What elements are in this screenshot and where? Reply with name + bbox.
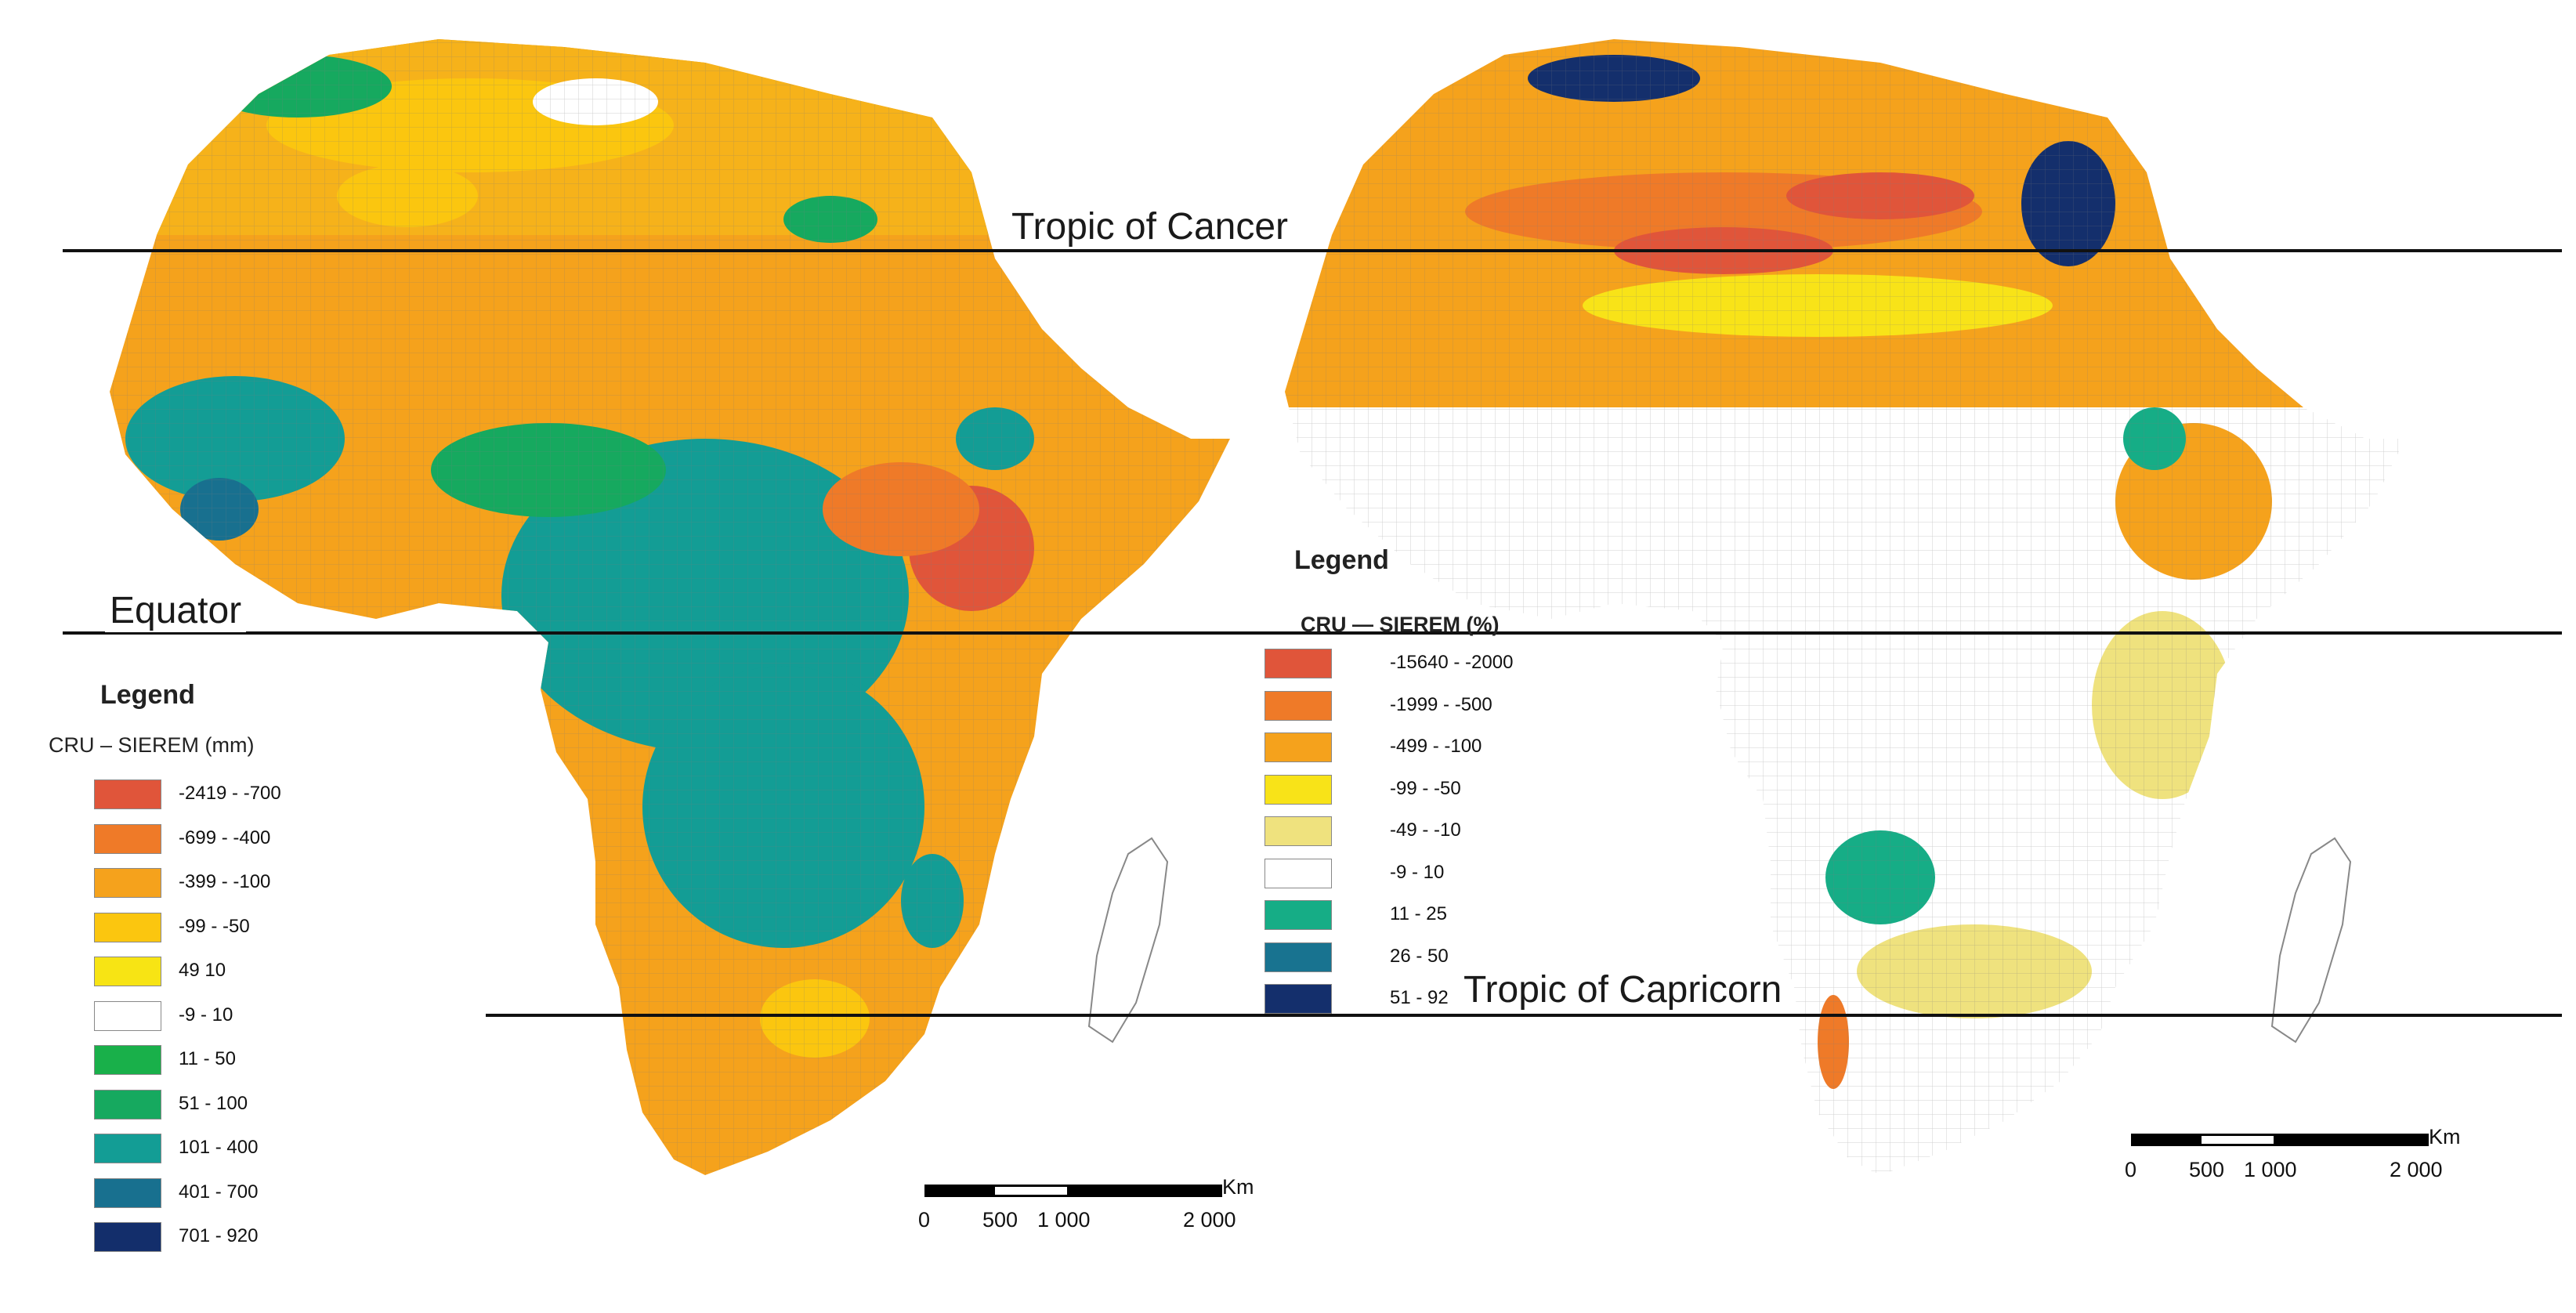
tropic-of-capricorn-label: Tropic of Capricorn (1459, 968, 1787, 1011)
right-legend-label: -49 - -10 (1390, 819, 1461, 841)
tropic-of-cancer-label: Tropic of Cancer (1007, 205, 1293, 248)
left-legend-label: 401 - 700 (179, 1181, 259, 1203)
right-legend-swatch (1264, 732, 1332, 762)
right-legend-subtitle: CRU — SIEREM (%) (1301, 613, 1500, 636)
right-legend-swatch (1264, 690, 1332, 721)
scalebar-right-tick-2000: 2 000 (2390, 1158, 2443, 1181)
right-legend-swatch (1264, 984, 1332, 1014)
left-legend-swatch (94, 1000, 161, 1031)
left-legend-swatch (94, 1045, 161, 1075)
equator-label: Equator (105, 589, 247, 632)
right-legend-swatch (1264, 649, 1332, 678)
left-legend-swatch (94, 1177, 161, 1208)
left-legend-swatch (94, 823, 161, 854)
scalebar-right (2131, 1134, 2429, 1146)
right-legend-swatch (1264, 900, 1332, 930)
left-legend-label: -9 - 10 (179, 1004, 233, 1025)
right-legend-label: -15640 - -2000 (1390, 652, 1514, 673)
scalebar-left-tick-2000: 2 000 (1183, 1208, 1236, 1232)
left-legend-label: 701 - 920 (179, 1225, 259, 1246)
left-legend-subtitle: CRU – SIEREM (mm) (49, 733, 255, 757)
left-legend-swatch (94, 1222, 161, 1252)
scalebar-right-unit: Km (2429, 1125, 2461, 1148)
left-legend-label: -399 - -100 (179, 871, 271, 892)
right-legend-title: Legend (1294, 545, 1389, 575)
left-legend-label: 51 - 100 (179, 1092, 248, 1114)
left-legend-swatch (94, 779, 161, 809)
right-legend-label: 26 - 50 (1390, 945, 1449, 967)
right-legend-swatch (1264, 858, 1332, 888)
right-legend-label: 11 - 25 (1390, 903, 1447, 924)
scalebar-right-tick-1000: 1 000 (2244, 1158, 2297, 1181)
left-legend-label: -2419 - -700 (179, 783, 281, 804)
left-legend-swatch (94, 1089, 161, 1119)
left-legend-label: -99 - -50 (179, 915, 250, 937)
scalebar-left-tick-500: 500 (982, 1208, 1018, 1232)
left-legend-label: 11 - 50 (179, 1048, 236, 1069)
right-legend-swatch (1264, 816, 1332, 846)
scalebar-right-tick-0: 0 (2125, 1158, 2137, 1181)
right-legend-label: 51 - 92 (1390, 987, 1449, 1008)
left-legend-swatch (94, 912, 161, 942)
right-legend-label: -499 - -100 (1390, 736, 1482, 757)
left-legend-label: -699 - -400 (179, 827, 271, 848)
left-legend-swatch (94, 1134, 161, 1163)
right-legend-label: -99 - -50 (1390, 777, 1461, 799)
scalebar-right-tick-500: 500 (2189, 1158, 2225, 1181)
right-legend-swatch (1264, 942, 1332, 972)
scalebar-left-tick-1000: 1 000 (1037, 1208, 1091, 1232)
left-legend-swatch (94, 957, 161, 986)
left-legend-title: Legend (100, 680, 195, 710)
right-legend-label: -1999 - -500 (1390, 693, 1492, 715)
scalebar-left-tick-0: 0 (918, 1208, 931, 1232)
scalebar-left-unit: Km (1222, 1175, 1254, 1199)
scalebar-left (924, 1185, 1222, 1197)
left-legend-swatch (94, 868, 161, 898)
right-legend-label: -9 - 10 (1390, 861, 1445, 883)
left-legend-label: 101 - 400 (179, 1137, 259, 1158)
right-legend-swatch (1264, 774, 1332, 805)
left-legend-label: 49 10 (179, 960, 226, 981)
